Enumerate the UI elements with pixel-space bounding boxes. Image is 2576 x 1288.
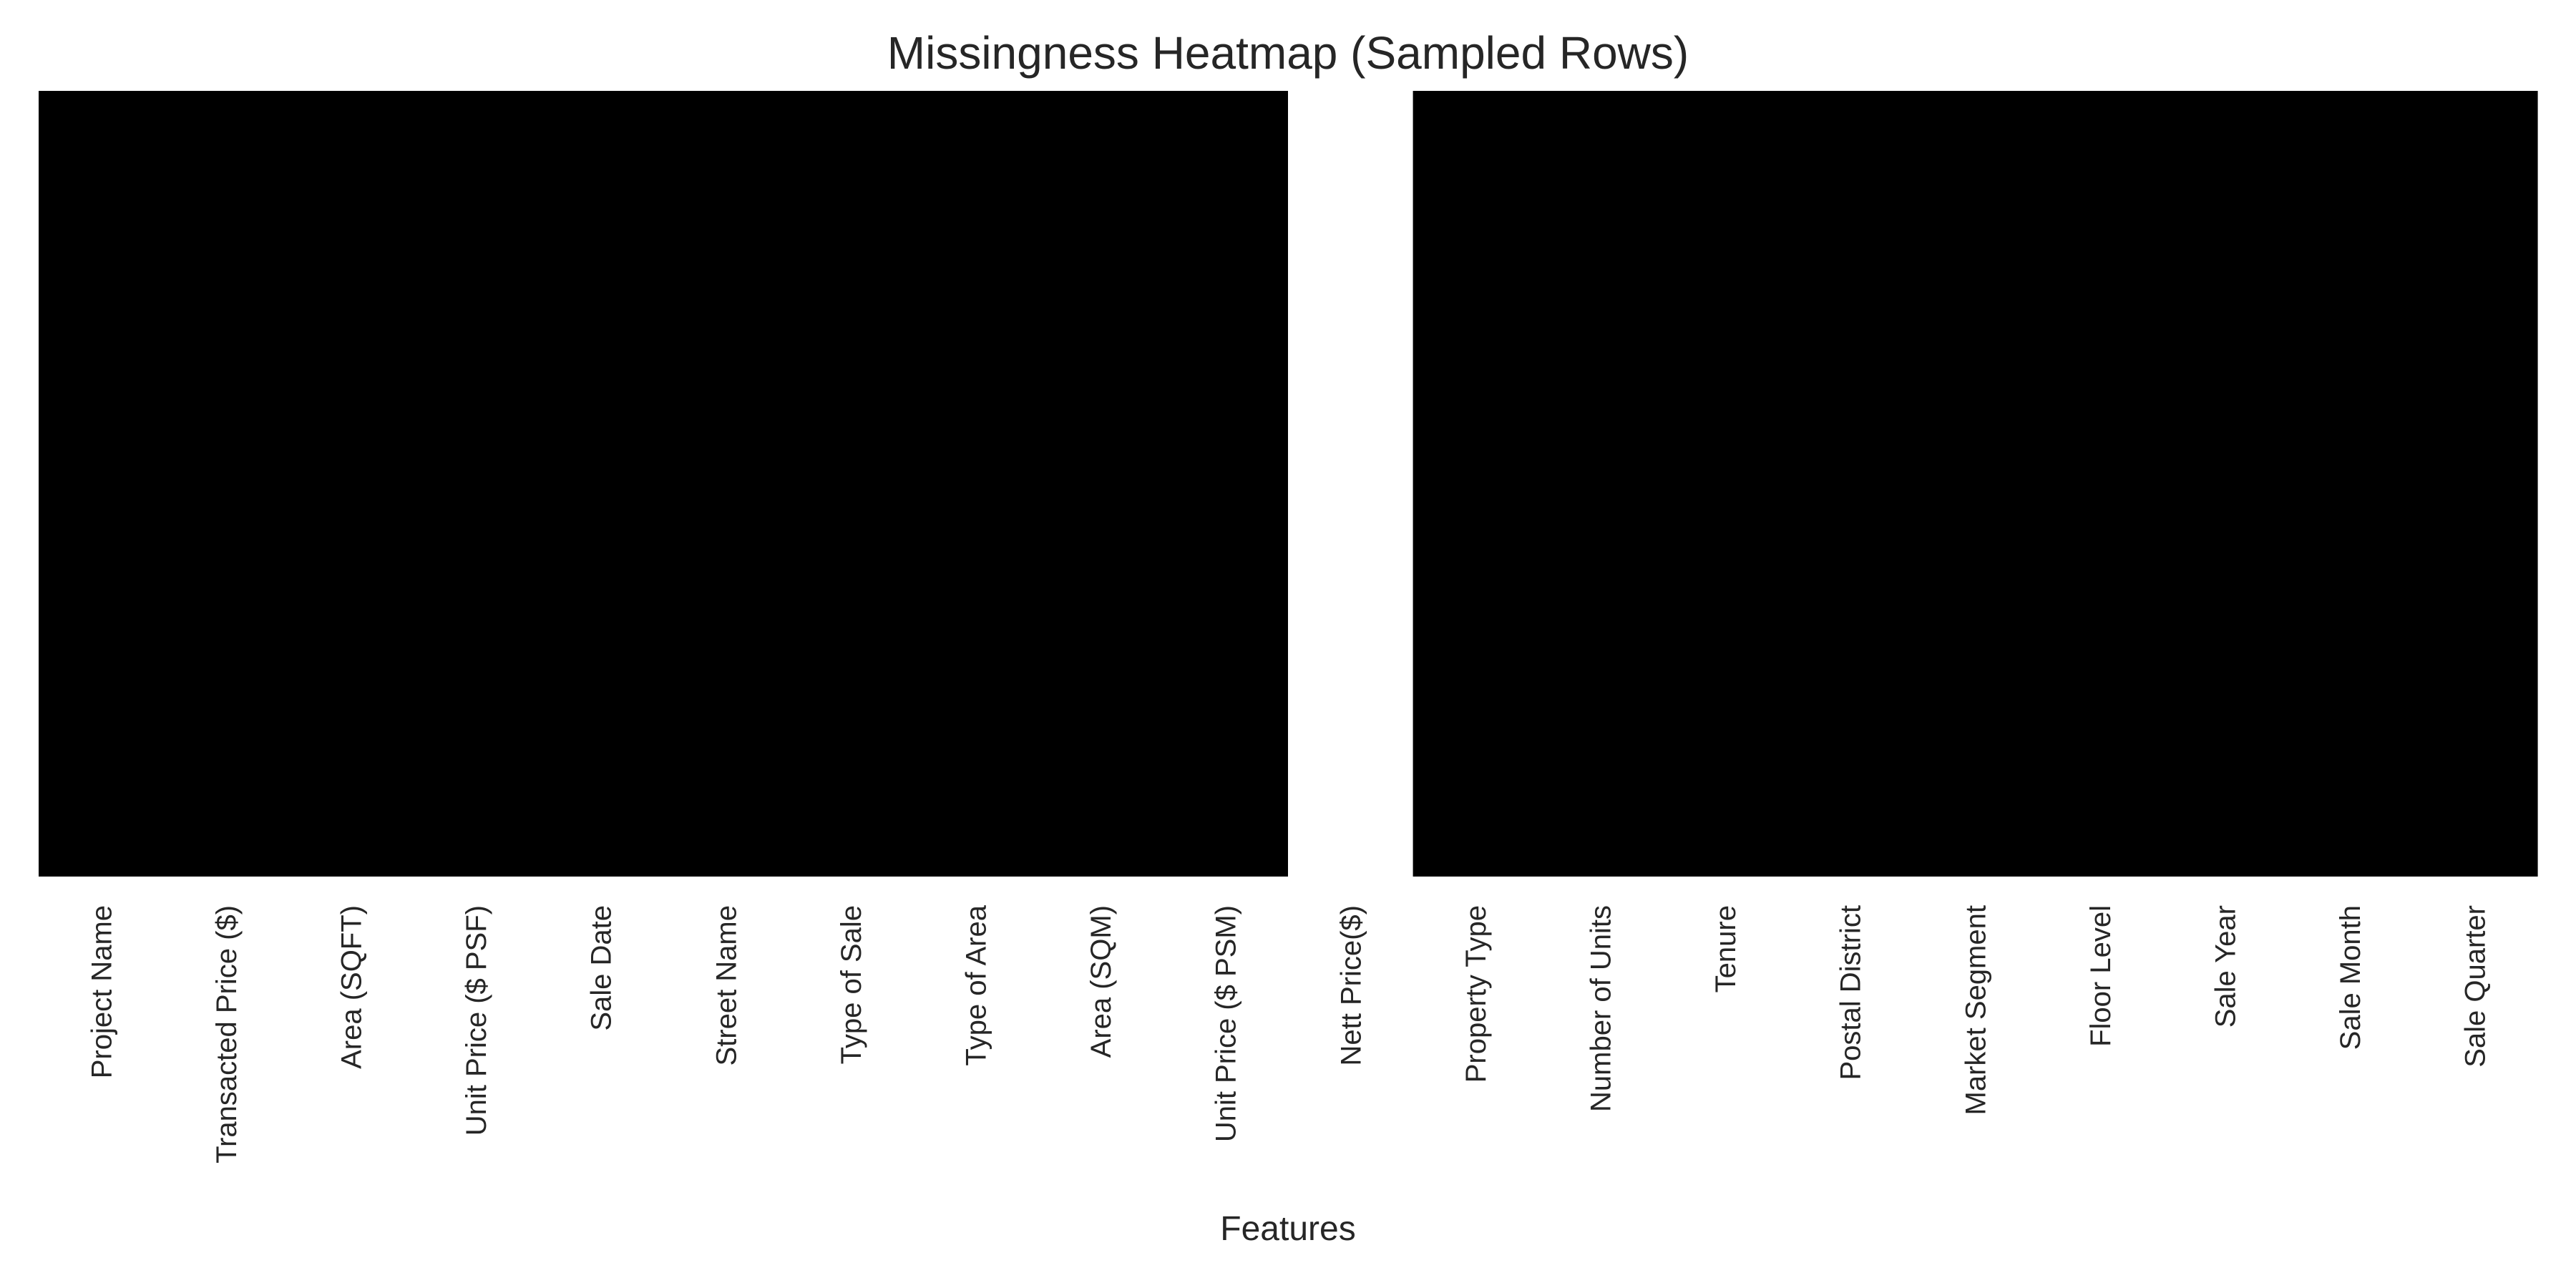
- heatmap-column: [538, 91, 664, 877]
- heatmap-column: [39, 91, 165, 877]
- x-tick-label: Street Name: [711, 905, 742, 1066]
- heatmap-cells: [39, 91, 2538, 877]
- x-tick-label: Floor Level: [2085, 905, 2117, 1047]
- x-tick-label: Market Segment: [1960, 905, 1991, 1115]
- x-tick-label: Type of Sale: [836, 905, 867, 1064]
- heatmap-column: [1038, 91, 1163, 877]
- heatmap-column: [663, 91, 789, 877]
- heatmap-column: [1913, 91, 2039, 877]
- heatmap-column: [2037, 91, 2163, 877]
- heatmap-column: [163, 91, 289, 877]
- heatmap-column: [1288, 91, 1414, 877]
- x-tick-label: Unit Price ($ PSF): [461, 905, 492, 1136]
- heatmap-column: [288, 91, 414, 877]
- chart-title: Missingness Heatmap (Sampled Rows): [887, 27, 1689, 79]
- x-tick-label: Nett Price($): [1335, 905, 1367, 1066]
- heatmap-column: [1662, 91, 1788, 877]
- heatmap-column: [788, 91, 914, 877]
- heatmap-column: [2412, 91, 2538, 877]
- x-tick-label: Area (SQM): [1085, 905, 1117, 1058]
- heatmap-column: [2287, 91, 2413, 877]
- x-tick-label: Sale Year: [2210, 905, 2242, 1028]
- heatmap-column: [1413, 91, 1538, 877]
- x-tick-label: Property Type: [1460, 905, 1492, 1083]
- x-tick-label: Number of Units: [1586, 905, 1617, 1112]
- heatmap-column: [2162, 91, 2288, 877]
- heatmap-column: [1163, 91, 1289, 877]
- heatmap-column: [413, 91, 539, 877]
- x-tick-label: Tenure: [1710, 905, 1742, 992]
- x-tick-label: Project Name: [86, 905, 117, 1078]
- x-tick-label: Postal District: [1835, 905, 1867, 1080]
- heatmap-column: [913, 91, 1039, 877]
- x-tick-label: Unit Price ($ PSM): [1211, 905, 1242, 1142]
- x-tick-label: Sale Quarter: [2460, 905, 2492, 1068]
- x-tick-label: Type of Area: [961, 904, 992, 1065]
- x-tick-labels: Project Name Transacted Price ($) Area (SQ…: [86, 904, 2491, 1163]
- heatmap-column: [1787, 91, 1913, 877]
- heatmap-column: [1538, 91, 1664, 877]
- x-tick-label: Sale Month: [2335, 905, 2366, 1050]
- x-tick-label: Transacted Price ($): [211, 905, 243, 1163]
- x-axis-label: Features: [1220, 1210, 1355, 1248]
- x-tick-label: Area (SQFT): [336, 905, 368, 1069]
- x-tick-label: Sale Date: [586, 905, 618, 1031]
